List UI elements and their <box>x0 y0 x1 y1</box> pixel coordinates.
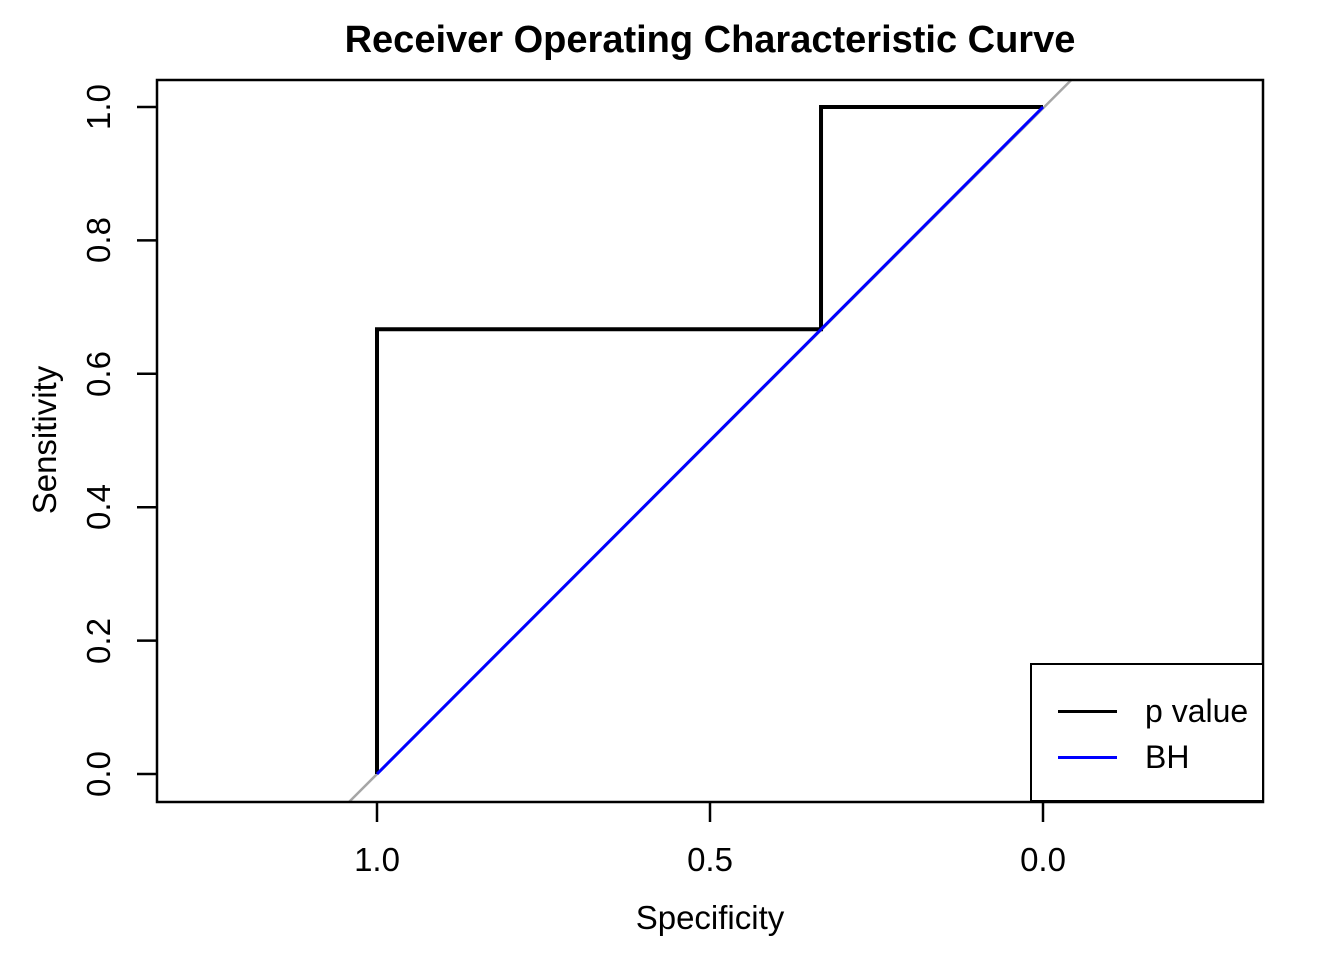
y-tick-label: 0.2 <box>80 617 117 664</box>
x-tick-label: 0.0 <box>1020 841 1066 878</box>
x-tick-label: 0.5 <box>687 841 733 878</box>
legend-entry-bh: BH <box>1032 734 1262 780</box>
legend-label: BH <box>1145 738 1190 775</box>
legend-label: p value <box>1145 692 1249 729</box>
x-tick-label: 1.0 <box>354 841 400 878</box>
y-axis-title: Sensitivity <box>26 365 63 515</box>
legend-line-sample <box>1058 755 1117 759</box>
series-line-bh <box>375 105 1045 776</box>
legend-entry-p-value: p value <box>1032 688 1262 734</box>
y-tick-label: 0.6 <box>80 350 117 397</box>
y-tick-label: 0.0 <box>80 751 117 797</box>
y-tick-label: 1.0 <box>80 84 117 130</box>
chart-title: Receiver Operating Characteristic Curve <box>344 19 1076 61</box>
y-tick-label: 0.8 <box>80 217 117 264</box>
legend-line-sample <box>1058 709 1117 713</box>
legend-box: p value BH <box>1030 663 1264 802</box>
y-tick-label: 0.4 <box>80 484 117 531</box>
x-axis-title: Specificity <box>635 899 785 936</box>
